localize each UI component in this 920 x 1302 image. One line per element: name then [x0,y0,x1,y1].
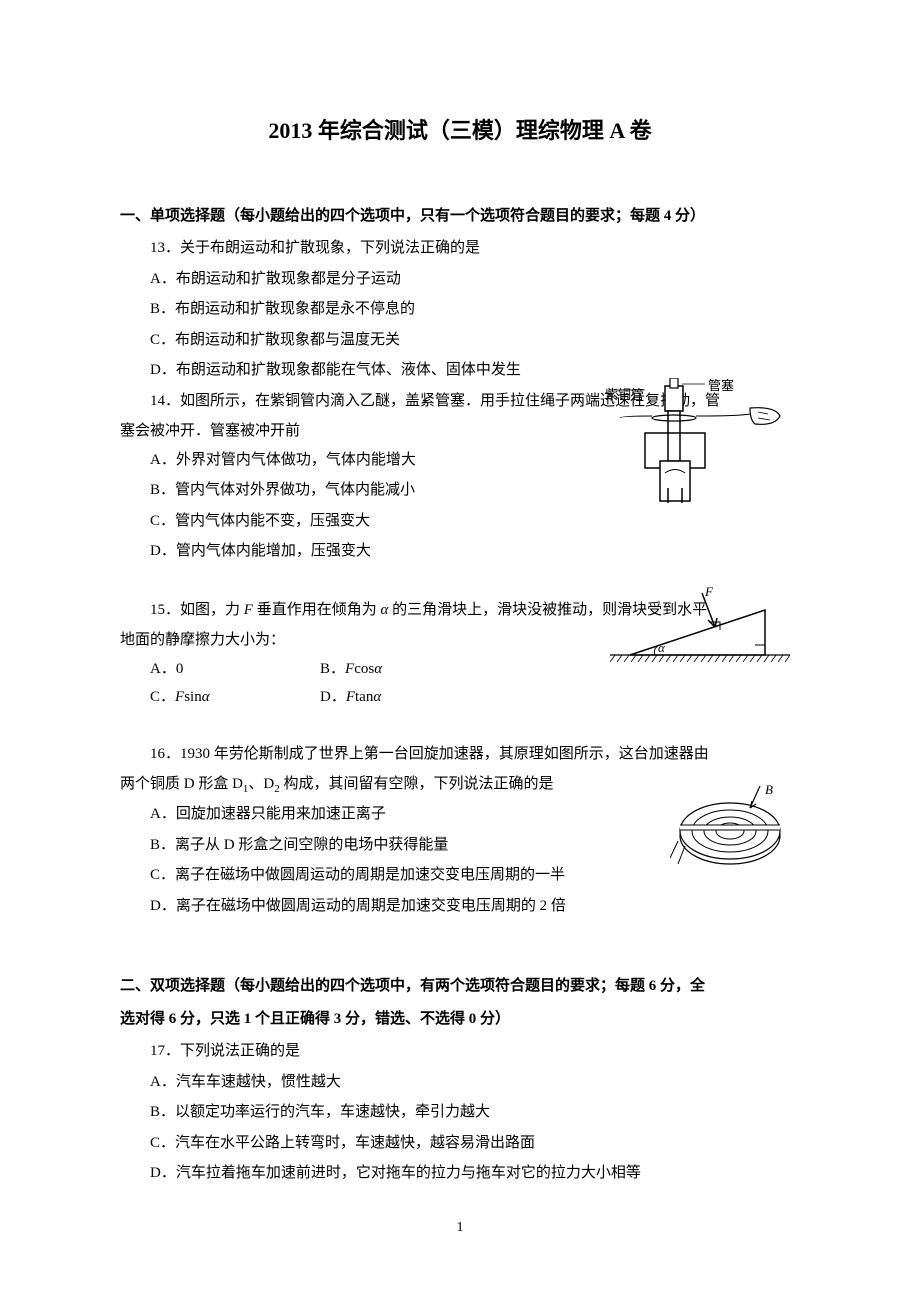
q16-figure: B [670,786,790,876]
q15-row2: C．Fsinα D．Ftanα [120,683,800,712]
section2-header1: 二、双项选择题（每小题给出的四个选项中，有两个选项符合题目的要求；每题 6 分，… [120,972,800,1001]
q17-a: A．汽车车速越快，惯性越大 [120,1068,800,1097]
page-title: 2013 年综合测试（三模）理综物理 A 卷 [120,110,800,152]
q14-figure: 紫铜管 管塞 [610,378,790,508]
q14-c: C．管内气体内能不变，压强变大 [120,507,800,536]
q15-fig-f: F [705,580,713,605]
q15-c: C．Fsinα [150,683,320,712]
q13-b: B．布朗运动和扩散现象都是永不停息的 [120,295,800,324]
q17-c: C．汽车在水平公路上转弯时，车速越快，越容易滑出路面 [120,1129,800,1158]
page-number: 1 [457,1215,464,1242]
q16-stem1: 16．1930 年劳伦斯制成了世界上第一台回旋加速器，其原理如图所示，这台加速器… [120,740,800,769]
q13-stem: 13．关于布朗运动和扩散现象，下列说法正确的是 [120,234,800,263]
q16-fig-b: B [765,778,773,803]
q15-b: B．Fcosα [320,655,490,684]
q17-d: D．汽车拉着拖车加速前进时，它对拖车的拉力与拖车对它的拉力大小相等 [120,1159,800,1188]
q17-stem: 17．下列说法正确的是 [120,1037,800,1066]
q15-fig-alpha: α [658,636,665,661]
q14-label-tube: 紫铜管 [605,383,644,408]
q17-b: B．以额定功率运行的汽车，车速越快，牵引力越大 [120,1098,800,1127]
q14-d: D．管内气体内能增加，压强变大 [120,537,800,566]
q15-figure: F α [610,590,790,670]
q13-c: C．布朗运动和扩散现象都与温度无关 [120,326,800,355]
q13-a: A．布朗运动和扩散现象都是分子运动 [120,265,800,294]
q14-label-cork: 管塞 [708,374,734,399]
q16-d: D．离子在磁场中做圆周运动的周期是加速交变电压周期的 2 倍 [120,892,800,921]
q15-d: D．Ftanα [320,683,490,712]
section1-header: 一、单项选择题（每小题给出的四个选项中，只有一个选项符合题目的要求；每题 4 分… [120,202,800,231]
section2-header2: 选对得 6 分，只选 1 个且正确得 3 分，错选、不选得 0 分） [120,1005,800,1034]
q15-a: A．0 [150,655,320,684]
